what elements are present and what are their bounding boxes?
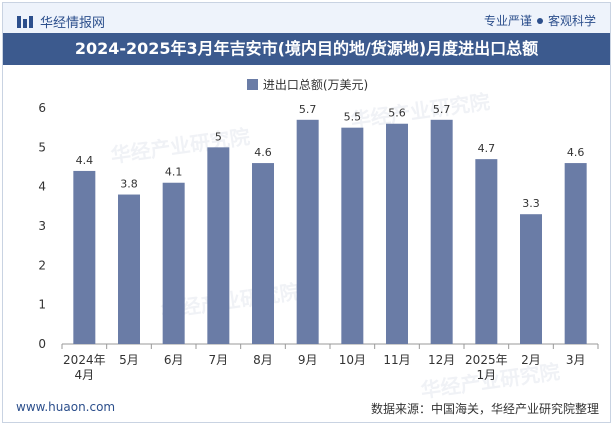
data-label: 5.6: [388, 107, 406, 120]
tagline-dot-icon: [536, 17, 543, 24]
bar: [162, 182, 185, 344]
data-label: 5.7: [433, 103, 451, 116]
bar: [564, 163, 587, 344]
data-label: 4.7: [478, 142, 496, 155]
data-label: 4.4: [76, 154, 94, 167]
bar: [73, 170, 96, 344]
brand-name: 华经情报网: [40, 16, 106, 31]
x-tick-label: 1月: [477, 368, 497, 382]
footer-website[interactable]: www.huaon.com: [16, 400, 116, 414]
data-label: 4.6: [567, 146, 585, 159]
bar: [386, 123, 408, 344]
chart-title: 2024-2025年3月年吉安市(境内目的地/货源地)月度进出口总额: [3, 33, 610, 65]
x-tick-label: 4月: [75, 368, 95, 382]
bar: [430, 119, 453, 344]
y-tick-label: 1: [38, 298, 46, 312]
x-tick-label: 9月: [298, 353, 318, 367]
data-label: 5: [215, 130, 222, 143]
data-label: 4.6: [254, 146, 272, 159]
bar: [118, 194, 140, 344]
brand-logo-icon: [17, 15, 33, 28]
legend: 进出口总额(万美元): [0, 76, 615, 93]
y-tick-label: 4: [38, 180, 46, 194]
x-tick-label: 2月: [521, 353, 541, 367]
bar: [207, 147, 230, 344]
y-tick-label: 5: [38, 140, 46, 154]
y-tick-label: 6: [38, 101, 46, 115]
data-label: 3.3: [522, 197, 540, 210]
brand[interactable]: 华经情报网: [17, 12, 105, 31]
y-tick-label: 3: [38, 219, 46, 233]
top-bar: 华经情报网 专业严谨 客观科学: [3, 3, 610, 33]
x-tick-label: 2025年: [465, 353, 508, 367]
x-tick-label: 5月: [119, 353, 139, 367]
x-tick-label: 3月: [566, 353, 586, 367]
tagline-left: 专业严谨: [483, 14, 532, 28]
x-tick-label: 6月: [164, 353, 184, 367]
bar: [341, 127, 364, 345]
x-tick-label: 11月: [383, 353, 410, 367]
data-label: 3.8: [120, 178, 138, 191]
tagline-right: 客观科学: [547, 14, 596, 28]
y-tick-label: 0: [38, 337, 46, 351]
x-tick-label: 2024年: [63, 353, 106, 367]
bar: [296, 119, 319, 344]
y-tick-label: 2: [38, 258, 46, 272]
bar: [475, 159, 498, 344]
data-label: 5.5: [344, 111, 362, 124]
x-tick-label: 12月: [428, 353, 455, 367]
legend-swatch: [246, 79, 258, 90]
bar: [252, 163, 274, 344]
data-label: 4.1: [165, 166, 183, 179]
bar: [520, 214, 542, 344]
legend-label: 进出口总额(万美元): [262, 78, 369, 92]
footer-source: 数据来源：中国海关，华经产业研究院整理: [370, 402, 599, 416]
x-tick-label: 8月: [253, 353, 273, 367]
x-tick-label: 10月: [339, 353, 366, 367]
data-label: 5.7: [299, 103, 317, 116]
tagline: 专业严谨 客观科学: [484, 12, 596, 29]
x-tick-label: 7月: [209, 353, 229, 367]
